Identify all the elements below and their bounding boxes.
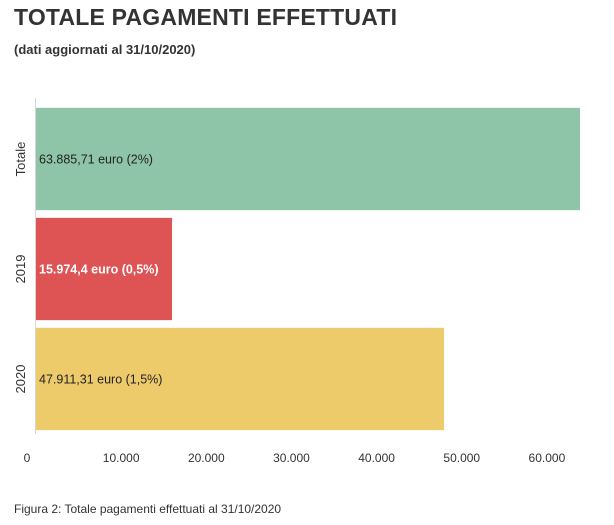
bar-totale [36,107,580,211]
bar-2020 [36,327,444,431]
chart-subtitle: (dati aggiornati al 31/10/2020) [14,42,196,57]
x-tick-label: 60.000 [529,451,566,465]
category-label-2020: 2020 [13,365,28,394]
data-label-2019: 15.974,4 euro (0,5%) [39,263,159,277]
data-label-2020: 47.911,31 euro (1,5%) [39,373,162,387]
category-label-2019: 2019 [13,255,28,284]
chart-title: TOTALE PAGAMENTI EFFETTUATI [14,4,398,30]
x-tick-label: 30.000 [273,451,310,465]
x-tick-label: 50.000 [443,451,480,465]
figure-caption: Figura 2: Totale pagamenti effettuati al… [14,502,282,516]
x-tick-label: 0 [24,451,31,465]
x-tick-label: 20.000 [188,451,225,465]
x-tick-label: 40.000 [358,451,395,465]
x-tick-label: 10.000 [103,451,140,465]
bar-2019 [36,217,173,321]
category-label-totale: Totale [13,142,28,177]
data-label-totale: 63.885,71 euro (2%) [39,153,153,167]
